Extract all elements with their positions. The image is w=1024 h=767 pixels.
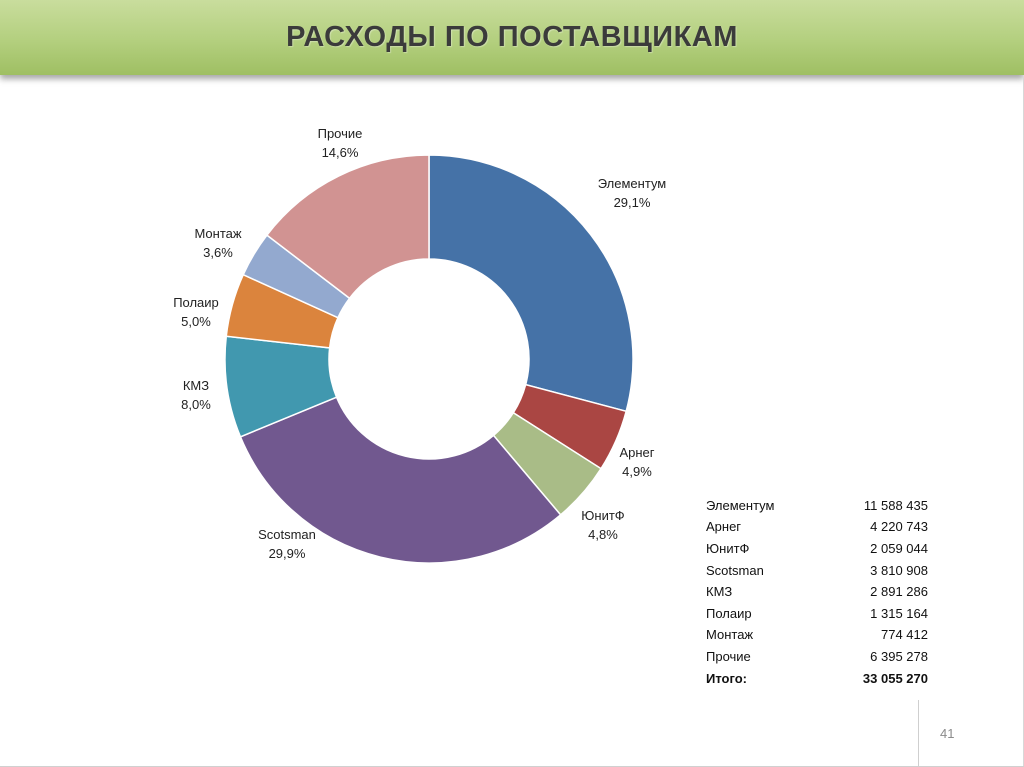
slide-title: РАСХОДЫ ПО ПОСТАВЩИКАМ [286, 21, 738, 53]
table-row: КМЗ 2 891 286 [706, 584, 928, 605]
slice-label-name: Арнег [619, 445, 654, 460]
donut-slice [265, 154, 430, 300]
table-row-value: 2 059 044 [870, 541, 928, 556]
table-row-name: Арнег [706, 519, 742, 534]
slice-label-name: Scotsman [258, 527, 316, 542]
table-row-name: Монтаж [706, 627, 754, 642]
title-bar: РАСХОДЫ ПО ПОСТАВЩИКАМ [0, 0, 1024, 75]
table-row: Прочие 6 395 278 [706, 649, 928, 670]
slice-label-percent: 29,9% [269, 546, 306, 561]
table-total-name: Итого: [706, 671, 747, 686]
table-row: Монтаж 774 412 [706, 627, 928, 648]
page-number: 41 [940, 726, 955, 741]
table-row-name: Элементум [706, 498, 775, 513]
table-row-value: 774 412 [881, 627, 928, 642]
slice-label-percent: 4,9% [622, 464, 652, 479]
footer-divider [918, 700, 919, 767]
table-row-value: 4 220 743 [870, 519, 928, 534]
slice-label-name: Элементум [598, 176, 667, 191]
slice-label-name: Монтаж [194, 226, 241, 241]
table-row-name: Полаир [706, 606, 752, 621]
table-row-value: 3 810 908 [870, 563, 928, 578]
table-row-value: 2 891 286 [870, 584, 928, 599]
slice-label-name: Полаир [173, 295, 219, 310]
table-row-value: 11 588 435 [863, 498, 928, 513]
table-row: Арнег 4 220 743 [706, 519, 928, 540]
table-row-value: 6 395 278 [870, 649, 928, 664]
slice-label-percent: 14,6% [322, 145, 359, 160]
table-row: Элементум 11 588 435 [706, 498, 928, 519]
table-row-name: Scotsman [706, 563, 764, 578]
slice-label-percent: 3,6% [203, 245, 233, 260]
table-total-value: 33 055 270 [862, 671, 928, 686]
table-row: Полаир 1 315 164 [706, 606, 928, 627]
slice-label-percent: 5,0% [181, 314, 211, 329]
slice-label-percent: 4,8% [588, 527, 618, 542]
table-row: ЮнитФ 2 059 044 [706, 541, 928, 562]
slice-label-percent: 29,1% [614, 195, 651, 210]
table-row: Scotsman 3 810 908 [706, 563, 928, 584]
table-row-name: ЮнитФ [706, 541, 750, 556]
table-row-value: 1 315 164 [870, 606, 928, 621]
slice-label-name: КМЗ [183, 378, 209, 393]
table-total-row: Итого: 33 055 270 [706, 671, 928, 692]
slice-label-name: ЮнитФ [581, 508, 625, 523]
table-row-name: КМЗ [706, 584, 733, 599]
donut-slice [428, 154, 634, 413]
donut-slice [239, 396, 562, 564]
slice-label-name: Прочие [318, 126, 363, 141]
slice-label-percent: 8,0% [181, 397, 211, 412]
table-row-name: Прочие [706, 649, 751, 664]
